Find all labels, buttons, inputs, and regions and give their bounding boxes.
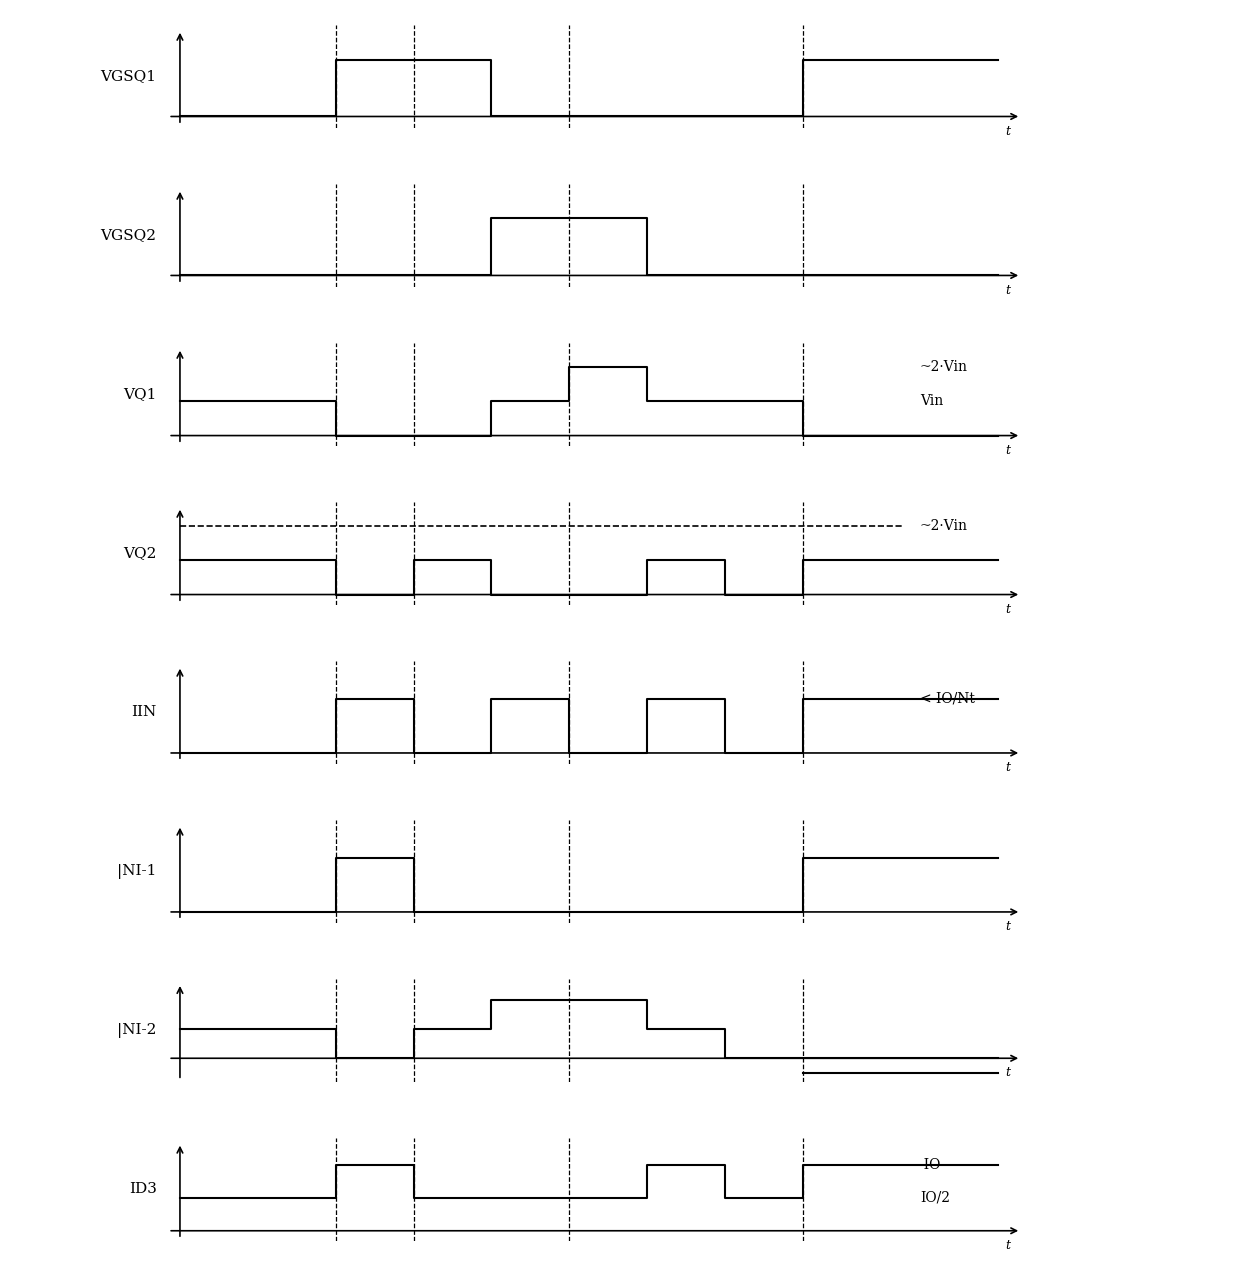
Text: IIN: IIN [131, 705, 156, 719]
Text: -IO: -IO [920, 1157, 941, 1171]
Text: t: t [1006, 603, 1011, 615]
Text: VGSQ1: VGSQ1 [100, 70, 156, 84]
Text: t: t [1006, 1239, 1011, 1252]
Text: ID3: ID3 [129, 1182, 156, 1196]
Text: t: t [1006, 284, 1011, 296]
Text: t: t [1006, 761, 1011, 775]
Text: IO/2: IO/2 [920, 1190, 950, 1205]
Text: ~2·Vin: ~2·Vin [920, 361, 968, 375]
Text: t: t [1006, 1066, 1011, 1080]
Text: Vin: Vin [920, 395, 944, 409]
Text: VGSQ2: VGSQ2 [100, 229, 156, 243]
Text: |NI-1: |NI-1 [118, 863, 156, 879]
Text: < IO/Nt: < IO/Nt [920, 693, 975, 706]
Text: |NI-2: |NI-2 [118, 1023, 156, 1038]
Text: VQ1: VQ1 [123, 387, 156, 401]
Text: t: t [1006, 444, 1011, 457]
Text: ~2·Vin: ~2·Vin [920, 519, 968, 533]
Text: t: t [1006, 124, 1011, 138]
Text: VQ2: VQ2 [123, 547, 156, 561]
Text: t: t [1006, 920, 1011, 933]
